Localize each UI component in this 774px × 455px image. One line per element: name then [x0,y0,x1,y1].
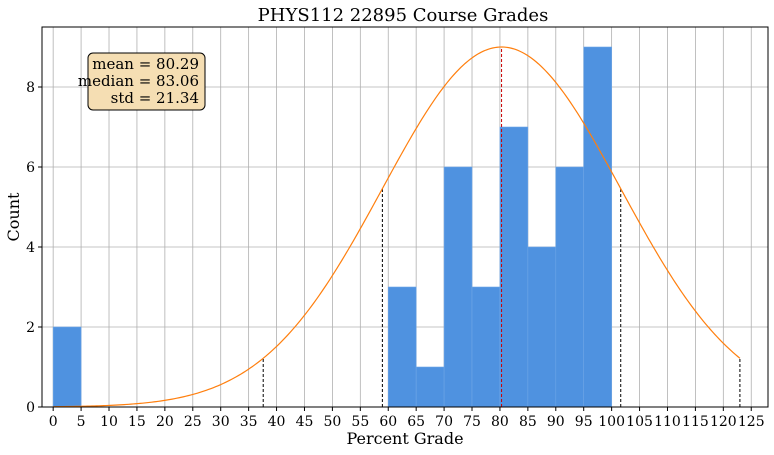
y-tick-label: 6 [26,160,35,176]
y-axis-ticks: 0 2 4 6 8 [26,80,42,416]
histogram-bar [499,126,529,408]
histogram-bar [555,166,585,408]
x-tick-label: 80 [491,414,509,430]
stats-mean: mean = 80.29 [92,55,199,73]
y-tick-label: 4 [26,240,35,256]
stat-lines [262,47,741,407]
histogram-bars [52,46,612,408]
x-tick-label: 55 [351,414,369,430]
x-tick-label: 115 [682,414,709,430]
x-tick-label: 100 [598,414,625,430]
x-tick-label: 70 [435,414,453,430]
plot-frame [41,26,769,408]
stats-box: mean = 80.29 median = 83.06 std = 21.34 [78,52,206,111]
x-tick-label: 120 [710,414,737,430]
x-tick-label: 50 [323,414,341,430]
histogram-bar [443,166,473,408]
x-tick-label: 30 [212,414,230,430]
chart-title: PHYS112 22895 Course Grades [258,5,549,26]
stats-median: median = 83.06 [78,72,199,90]
x-tick-label: 105 [626,414,653,430]
histogram-bar [387,286,417,408]
stats-std: std = 21.34 [111,89,199,107]
stats-box-background [87,52,206,111]
x-tick-label: 5 [77,414,86,430]
x-tick-label: 25 [184,414,202,430]
x-tick-label: 0 [49,414,58,430]
x-tick-label: 35 [240,414,258,430]
x-tick-label: 110 [654,414,681,430]
x-tick-label: 60 [379,414,397,430]
x-tick-label: 45 [296,414,314,430]
x-tick-label: 90 [547,414,565,430]
x-tick-label: 20 [156,414,174,430]
x-tick-label: 85 [519,414,537,430]
y-tick-label: 2 [26,320,35,336]
x-tick-label: 65 [407,414,425,430]
histogram-bar [471,286,501,408]
histogram-bar [52,326,82,408]
x-tick-label: 15 [128,414,146,430]
x-axis-ticks: 0 5 10 15 20 25 30 35 40 45 50 55 60 65 70 75 80 85 90 95 10… [49,407,765,430]
x-tick-label: 125 [738,414,765,430]
x-tick-label: 95 [575,414,593,430]
x-tick-label: 40 [268,414,286,430]
histogram-bar [415,366,445,408]
y-tick-label: 0 [26,400,35,416]
x-tick-label: 75 [463,414,481,430]
x-tick-label: 10 [100,414,118,430]
normal-curve [53,46,741,408]
histogram-bar [583,46,612,408]
x-axis-label: Percent Grade [346,429,463,448]
y-axis-label: Count [4,192,23,241]
histogram-bar [527,246,557,408]
y-tick-label: 8 [26,80,35,96]
